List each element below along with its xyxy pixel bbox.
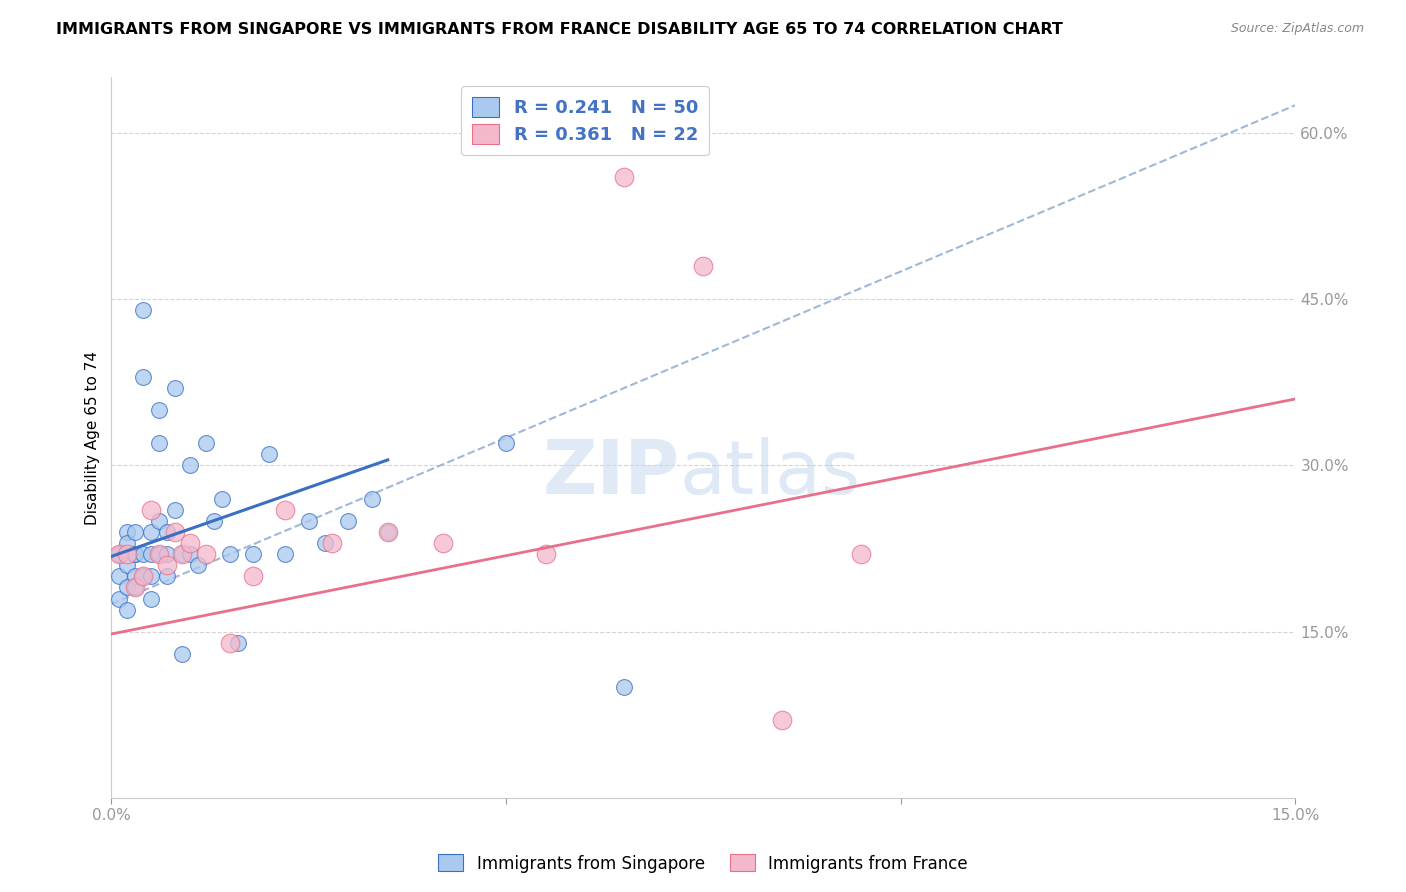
Point [139, 569, 162, 583]
Point [124, 547, 146, 561]
Legend: R = 0.241   N = 50, R = 0.361   N = 22: R = 0.241 N = 50, R = 0.361 N = 22 [461, 87, 709, 155]
Point [534, 547, 557, 561]
Point [274, 503, 297, 517]
Point [321, 536, 343, 550]
Point [148, 514, 170, 528]
Point [172, 647, 194, 661]
Point [132, 569, 155, 583]
Point [115, 547, 138, 561]
Point [377, 524, 399, 539]
Point [298, 514, 321, 528]
Point [148, 403, 170, 417]
Point [337, 514, 360, 528]
Point [226, 636, 249, 650]
Point [124, 569, 146, 583]
Point [163, 524, 186, 539]
Point [613, 170, 636, 185]
Point [139, 503, 162, 517]
Point [172, 547, 194, 561]
Point [163, 381, 186, 395]
Point [124, 581, 146, 595]
Point [259, 447, 281, 461]
Point [115, 558, 138, 573]
Text: Source: ZipAtlas.com: Source: ZipAtlas.com [1230, 22, 1364, 36]
Point [108, 547, 131, 561]
Point [692, 259, 714, 273]
Point [108, 547, 131, 561]
Point [179, 536, 201, 550]
Point [179, 458, 201, 473]
Point [124, 524, 146, 539]
Point [132, 303, 155, 318]
Point [148, 436, 170, 450]
Point [115, 536, 138, 550]
Point [115, 581, 138, 595]
Point [218, 636, 240, 650]
Point [148, 547, 170, 561]
Point [163, 503, 186, 517]
Point [195, 436, 218, 450]
Point [132, 569, 155, 583]
Point [242, 569, 264, 583]
Text: atlas: atlas [679, 437, 860, 510]
Point [108, 591, 131, 606]
Y-axis label: Disability Age 65 to 74: Disability Age 65 to 74 [86, 351, 100, 524]
Point [242, 547, 264, 561]
Point [218, 547, 240, 561]
Point [179, 547, 201, 561]
Point [432, 536, 454, 550]
Point [108, 569, 131, 583]
Point [314, 536, 336, 550]
Point [156, 547, 179, 561]
Text: ZIP: ZIP [543, 437, 679, 510]
Point [495, 436, 517, 450]
Point [377, 524, 399, 539]
Point [139, 591, 162, 606]
Point [115, 524, 138, 539]
Point [124, 547, 146, 561]
Legend: Immigrants from Singapore, Immigrants from France: Immigrants from Singapore, Immigrants fr… [432, 847, 974, 880]
Point [202, 514, 225, 528]
Point [132, 369, 155, 384]
Point [274, 547, 297, 561]
Point [851, 547, 873, 561]
Point [770, 714, 793, 728]
Point [139, 524, 162, 539]
Point [613, 680, 636, 694]
Point [187, 558, 209, 573]
Point [156, 524, 179, 539]
Point [156, 558, 179, 573]
Point [195, 547, 218, 561]
Point [124, 581, 146, 595]
Point [115, 602, 138, 616]
Point [148, 547, 170, 561]
Point [361, 491, 384, 506]
Point [132, 547, 155, 561]
Text: IMMIGRANTS FROM SINGAPORE VS IMMIGRANTS FROM FRANCE DISABILITY AGE 65 TO 74 CORR: IMMIGRANTS FROM SINGAPORE VS IMMIGRANTS … [56, 22, 1063, 37]
Point [139, 547, 162, 561]
Point [172, 547, 194, 561]
Point [211, 491, 233, 506]
Point [156, 569, 179, 583]
